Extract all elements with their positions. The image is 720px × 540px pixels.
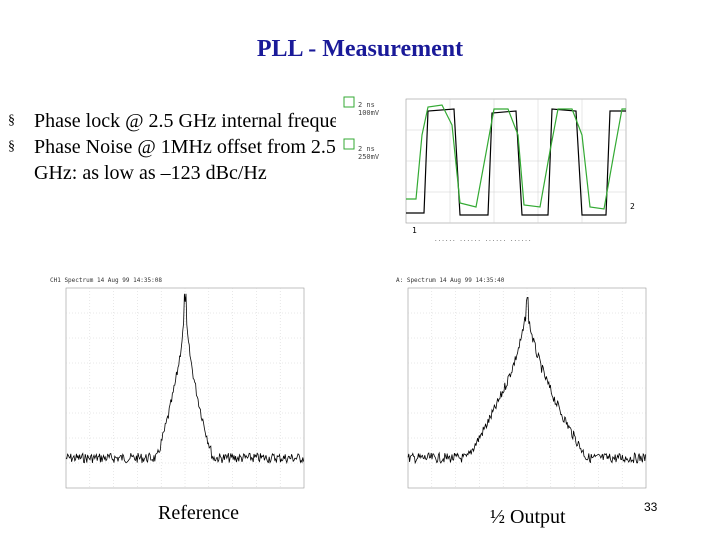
marker-1-label: 1 [412,226,417,235]
bullet-item: § Phase lock @ 2.5 GHz internal frequency [8,108,368,134]
reference-spectrum-svg: CH1 Spectrum 14 Aug 99 14:35:08 [50,277,305,489]
reference-caption: Reference [158,502,240,524]
page-number: 33 [644,500,658,514]
bullet-marker: § [8,139,15,154]
output-spectrum-svg: A: Spectrum 14 Aug 99 14:35:40 [396,277,647,489]
ch2-div-label: 250mV [358,153,380,161]
bullet-marker: § [8,113,15,128]
ch1-marker-box [343,96,355,108]
bullet-text: Phase Noise @ 1MHz offset from 2.5 GHz: … [34,136,336,184]
scope-readout-table: ...... ...... ...... ...... [434,236,532,243]
bullet-list: § Phase lock @ 2.5 GHz internal frequency… [8,108,368,186]
ch2-trace [406,104,626,210]
ch1-div-label: 100mV [358,109,380,117]
ch2-marker-box [343,138,355,150]
output-header: A: Spectrum 14 Aug 99 14:35:40 [396,277,505,284]
oscilloscope-svg: 2 ns 100mV 2 ns 250mV 1 2 ...... ...... … [343,96,635,243]
marker-2-label: 2 [630,202,635,211]
reference-header: CH1 Spectrum 14 Aug 99 14:35:08 [50,277,162,284]
reference-spectrum-trace [65,293,304,465]
bullet-item: § Phase Noise @ 1MHz offset from 2.5 GHz:… [8,134,368,186]
reference-grid [66,288,304,488]
scope-grid [406,99,626,223]
ch2-scale-label: 2 ns [358,145,375,153]
ch1-scale-label: 2 ns [358,101,375,109]
output-grid [408,288,646,488]
reference-spectrum-image: CH1 Spectrum 14 Aug 99 14:35:08 [46,272,312,500]
output-caption: ½ Output [490,506,566,528]
ch1-trace [406,108,626,216]
slide-title: PLL - Measurement [256,36,464,62]
bullet-text: Phase lock @ 2.5 GHz internal frequency [34,110,368,132]
oscilloscope-waveform-image: 2 ns 100mV 2 ns 250mV 1 2 ...... ...... … [336,95,648,243]
output-spectrum-trace [407,296,646,465]
output-spectrum-image: A: Spectrum 14 Aug 99 14:35:40 [392,272,654,500]
svg-text:...... ...... ...... ......: ...... ...... ...... ...... [434,236,532,243]
